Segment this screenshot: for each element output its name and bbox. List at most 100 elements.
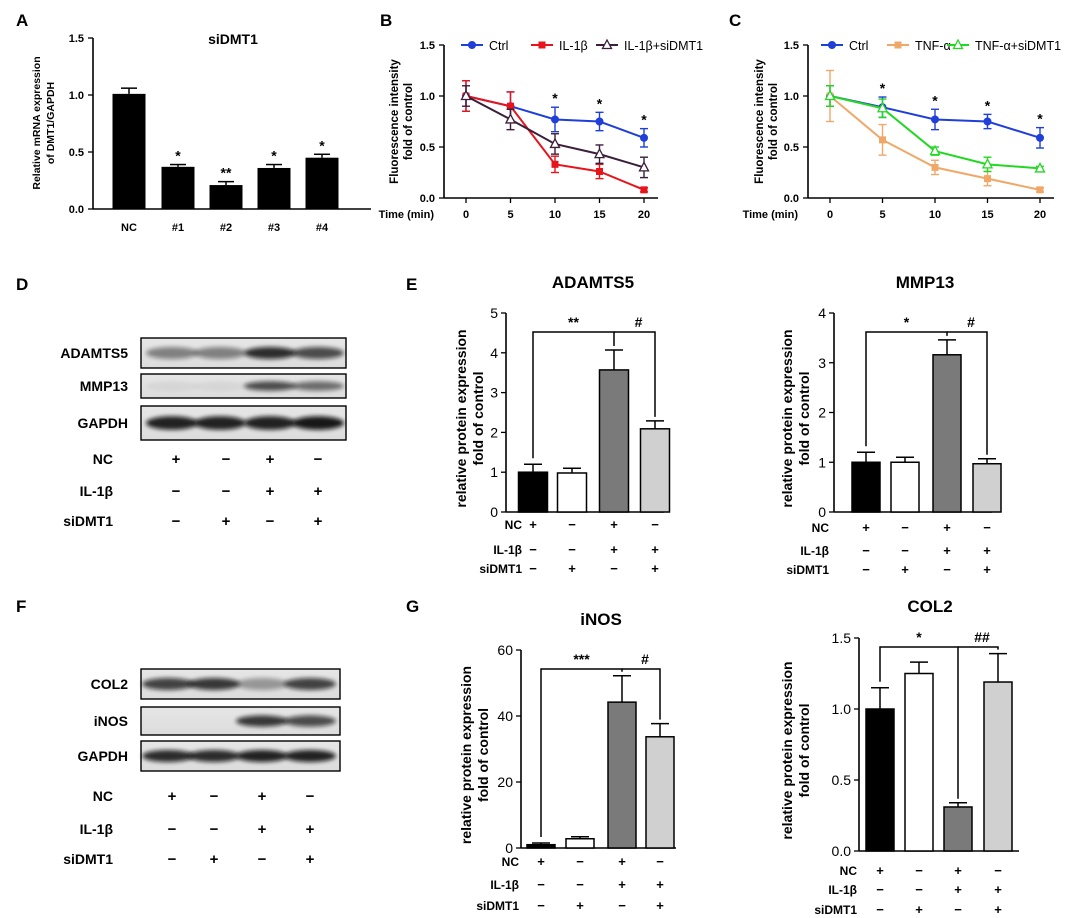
d-treatment-sign: − [222,451,231,468]
e2-treatment-sign: + [943,520,951,535]
blot-d-band [244,381,296,391]
g1-comparison-label: # [641,651,649,667]
f-treatment-sign: + [306,851,315,868]
e2-treatment-sign: + [983,562,991,577]
blot-d-row-label: ADAMTS5 [60,345,128,361]
blot-d-band [194,416,246,430]
g1-treatment-sign: + [656,898,664,913]
c-point [1034,162,1046,173]
d-treatment-sign: − [314,451,323,468]
c-point [879,136,886,144]
g2-bar [943,806,973,852]
blot-d-row-label: MMP13 [80,378,128,394]
a-significance: * [271,148,277,164]
blot-d-band [292,416,344,430]
e1-bracket [614,331,656,417]
g1-treatment-label: IL-1β [490,878,519,892]
c-ytick-label: 0.5 [784,142,799,154]
blot-f-band [284,750,336,762]
g2-treatment-label: NC [840,864,858,878]
g1-treatment-label: siDMT1 [476,899,519,913]
a-bar [257,167,291,209]
d-treatment-label: siDMT1 [63,513,113,529]
b-xtick-label: 0 [463,209,469,221]
g2-treatment-sign: + [994,882,1002,897]
g2-ytick-label: 0.5 [832,772,852,788]
c-xtick-label: 0 [827,209,833,221]
g2-treatment-sign: + [876,863,884,878]
g2-treatment-label: siDMT1 [814,903,857,917]
c-xtick-label: 10 [929,209,941,221]
blot-f-band [284,715,336,727]
g2-treatment-sign: + [915,902,923,917]
c-point [983,117,992,126]
c-significance: * [880,80,886,96]
f-treatment-sign: − [306,788,315,805]
d-treatment-sign: + [314,483,323,500]
a-ytick-label: 1.5 [69,33,84,45]
e1-treatment-sign: + [651,561,659,576]
e2-ytick-label: 3 [818,355,826,371]
b-xtick-label: 10 [549,209,561,221]
a-xtick-label: #4 [316,222,329,234]
f-treatment-sign: − [168,851,177,868]
e2-bar [851,461,881,513]
e2-treatment-sign: − [862,562,870,577]
c-ytick-label: 1.5 [784,40,799,52]
blot-f-band [236,678,288,690]
b-legend-marker [601,38,613,50]
e1-comparison-label: # [635,314,643,330]
a-title: siDMT1 [208,31,258,47]
e1-ytick-label: 0 [490,504,498,520]
a-xtick-label: NC [121,222,137,234]
c-point [1036,186,1044,194]
e1-bar [556,472,588,513]
blot-d-band [146,381,198,391]
d-treatment-sign: + [314,513,323,530]
e1-treatment-sign: − [568,517,576,532]
b-legend-marker [538,41,546,49]
blot-d-band [194,347,246,359]
b-point [551,160,559,168]
e2-treatment-label: siDMT1 [786,563,829,577]
blot-f-band [188,678,240,690]
c-significance: * [1037,111,1043,127]
a-ytick-label: 1.0 [69,90,84,102]
b-point [504,113,517,124]
g2-ylabel: relative protein expression [779,661,795,839]
b-xlabel: Time (min) [379,209,435,221]
e1-treatment-sign: + [651,542,659,557]
g1-bar [526,843,556,849]
c-point [931,115,939,124]
b-point [596,167,603,175]
e2-bracket [947,331,988,455]
e2-ylabel: fold of control [796,371,812,465]
d-treatment-sign: − [266,513,275,530]
f-treatment-sign: − [210,821,219,838]
blot-d-band [146,416,198,430]
panel-letter-E: E [406,275,417,294]
e1-treatment-sign: + [529,517,537,532]
f-treatment-sign: + [210,851,219,868]
f-treatment-sign: − [210,788,219,805]
blot-f-row-label: iNOS [94,713,128,729]
f-treatment-sign: + [168,788,177,805]
a-bar [305,157,339,209]
e2-bracket [865,331,948,447]
c-point [984,175,991,183]
e2-comparison-label: * [904,314,910,330]
f-treatment-sign: − [258,851,267,868]
e2-ytick-label: 1 [818,454,826,470]
b-xtick-label: 15 [593,209,605,221]
e1-treatment-sign: − [529,561,537,576]
g1-ylabel: relative protein expression [458,666,474,844]
g1-treatment-sign: + [618,854,626,869]
c-point [981,157,994,169]
e1-bar [517,471,549,513]
g2-treatment-sign: − [915,863,923,878]
e1-bar [639,428,671,513]
e1-ytick-label: 2 [490,424,498,440]
blot-f-band [142,678,194,690]
e1-treatment-label: IL-1β [493,543,522,557]
blot-f-row-label: GAPDH [77,748,128,764]
